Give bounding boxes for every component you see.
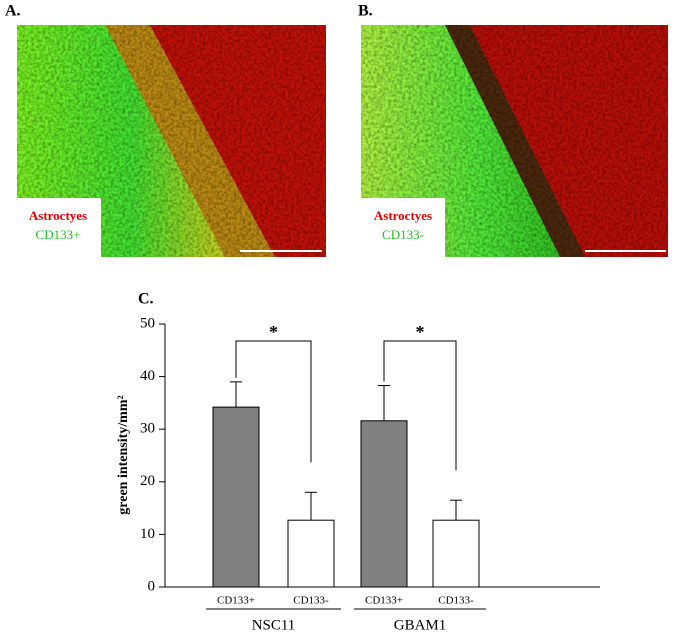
significance-label: * [269,322,278,342]
panel-label: B. [358,3,373,20]
group-label: NSC11 [252,617,296,633]
significance-bracket [235,340,312,463]
y-tick-label: 20 [140,473,155,489]
significance-label: * [416,322,425,342]
y-tick-label: 40 [140,368,155,384]
y-tick-label: 10 [140,526,155,542]
bar [432,519,480,588]
significance-bracket [383,340,457,471]
legend-text: CD133+ [36,227,81,242]
x-tick-label: CD133+ [365,595,403,607]
y-axis-label: green intensity/mm² [116,395,131,514]
legend-box [361,198,445,257]
bar [287,519,335,588]
panel-label: A. [5,3,21,20]
group-label: GBAM1 [394,617,447,633]
bar [360,420,408,588]
panel-label: C. [138,291,154,308]
legend-text: Astroctyes [29,208,87,223]
legend-box [17,198,101,257]
y-tick-label: 30 [140,421,155,437]
legend-text: CD133- [382,227,424,242]
bar [212,406,260,588]
legend-text: Astroctyes [374,208,432,223]
y-tick-label: 0 [148,578,156,594]
x-tick-label: CD133- [293,595,329,607]
x-tick-label: CD133+ [217,595,255,607]
x-tick-label: CD133- [438,595,474,607]
y-tick-label: 50 [140,315,155,331]
